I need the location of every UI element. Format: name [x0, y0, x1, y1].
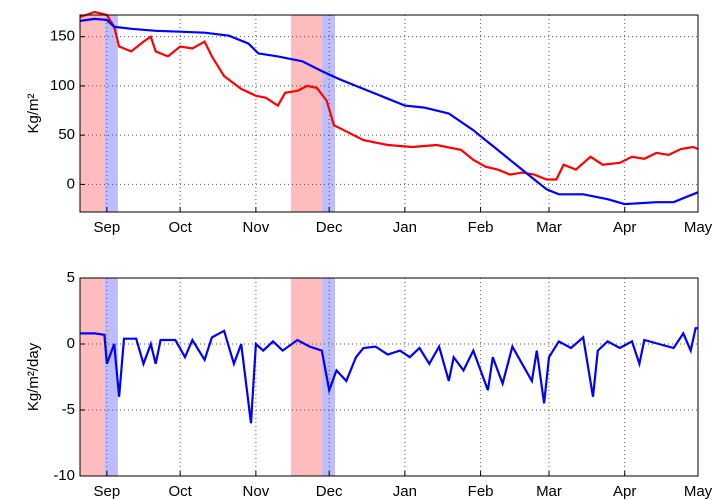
x-tick-label: Sep [94, 219, 121, 236]
x-tick-label: May [684, 219, 713, 236]
data-line [80, 327, 698, 424]
y-tick-label: 50 [58, 126, 75, 143]
y-tick-label: 0 [67, 335, 75, 352]
x-tick-label: Oct [168, 483, 192, 500]
plot: -10 -5 0 5 Sep Oct Nov Dec Jan Feb Mar Apr May Kg/m²/… [25, 269, 713, 500]
plot: 0 50 100 150 Sep Oct Nov Dec Jan Feb Mar Apr May Kg/m… [25, 10, 713, 236]
axes-box [79, 277, 699, 477]
shaded-span [322, 278, 336, 476]
x-tick-label: Sep [94, 483, 121, 500]
y-tick-label: -10 [53, 467, 75, 484]
x-tick-label: Nov [243, 483, 270, 500]
x-tick-label: Apr [613, 483, 636, 500]
axes-box [79, 14, 699, 213]
shaded-span [291, 278, 323, 476]
shaded-span [104, 278, 118, 476]
y-tick-label: -5 [62, 401, 75, 418]
y-tick-label: 150 [50, 28, 75, 45]
x-tick-label: Mar [536, 219, 562, 236]
x-tick-label: Dec [316, 219, 343, 236]
shaded-span [80, 278, 105, 476]
y-axis-label: Kg/m² [25, 93, 42, 133]
x-tick-label: May [684, 483, 713, 500]
shaded-span [80, 15, 105, 212]
x-tick-label: Jan [393, 483, 417, 500]
y-tick-label: 5 [67, 269, 75, 286]
data-line [79, 17, 699, 206]
x-tick-label: Jan [393, 219, 417, 236]
y-tick-label: 100 [50, 77, 75, 94]
shaded-span [104, 15, 118, 212]
y-tick-label: 0 [67, 175, 75, 192]
x-tick-label: Oct [168, 219, 192, 236]
x-tick-label: Feb [468, 219, 494, 236]
y-axis-label: Kg/m²/day [25, 342, 42, 411]
x-tick-label: Mar [536, 483, 562, 500]
x-tick-label: Feb [468, 483, 494, 500]
shaded-span [291, 15, 323, 212]
x-tick-label: Nov [243, 219, 270, 236]
x-tick-label: Dec [316, 483, 343, 500]
shaded-span [322, 15, 336, 212]
x-tick-label: Apr [613, 219, 636, 236]
data-line [79, 10, 699, 181]
